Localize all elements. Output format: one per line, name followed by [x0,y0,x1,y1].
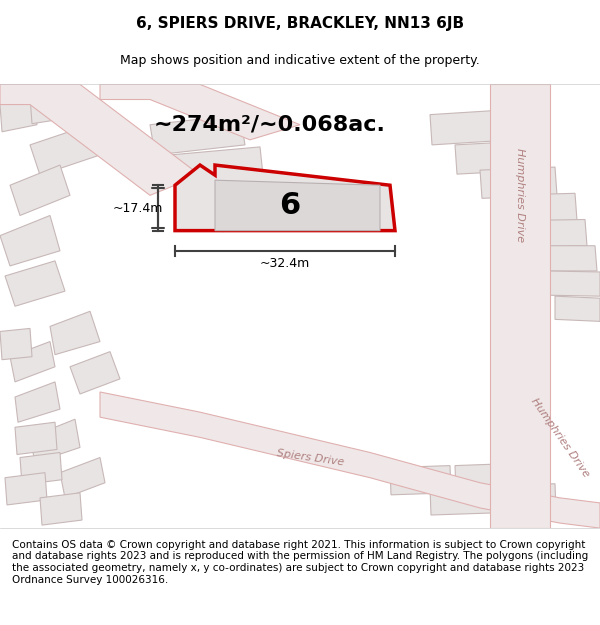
Text: Spiers Drive: Spiers Drive [275,448,344,468]
Polygon shape [30,89,77,124]
Polygon shape [60,458,105,498]
Polygon shape [175,165,395,231]
Text: ~32.4m: ~32.4m [260,258,310,271]
Text: Map shows position and indicative extent of the property.: Map shows position and indicative extent… [120,54,480,68]
Polygon shape [5,472,47,505]
Text: Contains OS data © Crown copyright and database right 2021. This information is : Contains OS data © Crown copyright and d… [12,540,588,584]
Polygon shape [170,147,263,183]
Polygon shape [100,392,600,528]
Text: ~274m²/~0.068ac.: ~274m²/~0.068ac. [154,115,386,135]
Polygon shape [555,296,600,321]
Polygon shape [0,216,60,266]
Polygon shape [10,165,70,216]
Polygon shape [50,311,100,354]
Polygon shape [0,96,37,132]
Polygon shape [10,341,55,382]
Polygon shape [30,125,100,175]
Polygon shape [430,486,491,515]
Polygon shape [215,180,380,231]
Polygon shape [505,193,577,222]
Text: 6: 6 [280,191,301,220]
Polygon shape [30,419,80,462]
Polygon shape [150,114,245,155]
Polygon shape [520,219,587,247]
Polygon shape [0,329,32,360]
Text: 6, SPIERS DRIVE, BRACKLEY, NN13 6JB: 6, SPIERS DRIVE, BRACKLEY, NN13 6JB [136,16,464,31]
Polygon shape [535,246,597,271]
Polygon shape [490,84,550,528]
Polygon shape [70,352,120,394]
Polygon shape [220,199,302,232]
Polygon shape [20,452,62,485]
Polygon shape [15,382,60,423]
Polygon shape [430,109,512,145]
Polygon shape [40,493,82,525]
Polygon shape [480,167,557,198]
Text: Humphries Drive: Humphries Drive [529,396,591,479]
Polygon shape [5,261,65,306]
Polygon shape [455,464,511,493]
Polygon shape [495,484,556,513]
Polygon shape [390,466,451,495]
Text: ~17.4m: ~17.4m [113,202,163,215]
Polygon shape [200,178,283,212]
Polygon shape [15,422,57,454]
Polygon shape [0,84,200,195]
Text: Humphries Drive: Humphries Drive [515,148,525,242]
Polygon shape [455,141,532,174]
Polygon shape [100,84,300,140]
Polygon shape [545,271,600,296]
